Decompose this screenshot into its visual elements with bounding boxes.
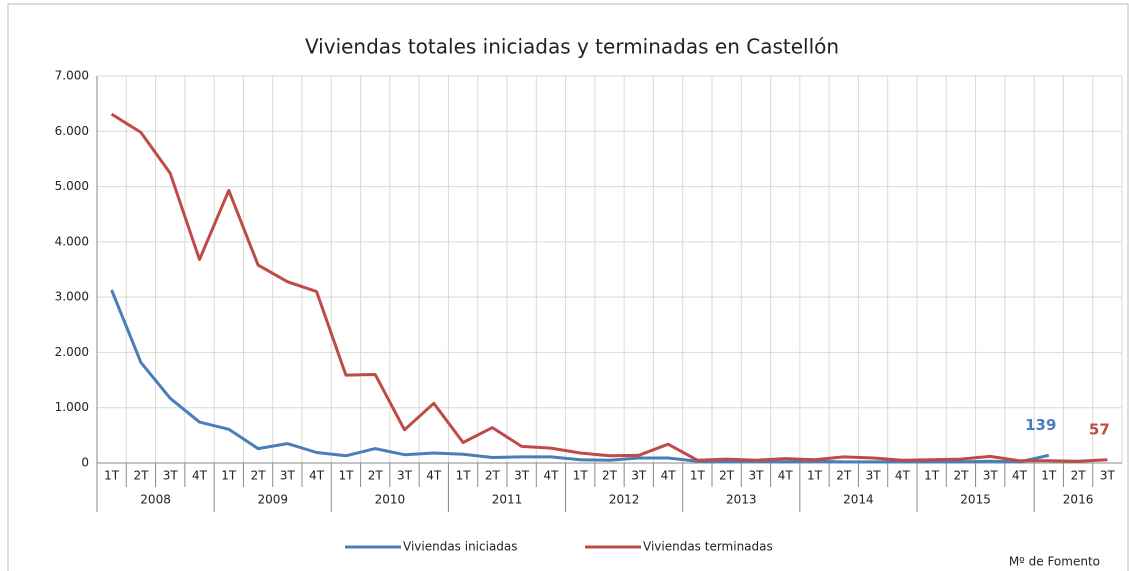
y-tick-label: 3.000 [55,290,89,304]
y-tick-label: 1.000 [55,400,89,414]
x-tick-label: 3T [866,469,882,483]
x-tick-label: 2T [133,469,149,483]
x-tick-label: 3T [163,469,179,483]
x-group-label: 2010 [375,493,406,507]
chart-title: Viviendas totales iniciadas y terminadas… [305,35,839,59]
x-group-label: 2013 [726,493,757,507]
x-group-label: 2015 [960,493,991,507]
x-tick-label: 4T [309,469,325,483]
x-tick-label: 4T [1012,469,1028,483]
series-line [110,289,1050,464]
x-group-label: 2011 [492,493,523,507]
y-tick-label: 7.000 [55,69,89,83]
x-tick-label: 2T [602,469,618,483]
x-group-label: 2014 [843,493,874,507]
y-tick-label: 0 [81,456,89,470]
x-group-label: 2016 [1063,493,1094,507]
legend-label: Viviendas iniciadas [403,540,518,554]
x-tick-label: 2T [485,469,501,483]
x-tick-label: 3T [1100,469,1116,483]
y-tick-label: 6.000 [55,124,89,138]
x-tick-label: 1T [924,469,940,483]
x-tick-label: 1T [456,469,472,483]
x-group-label: 2008 [140,493,171,507]
x-tick-label: 3T [514,469,530,483]
data-label: 57 [1089,420,1110,438]
x-tick-label: 2T [953,469,969,483]
x-tick-label: 1T [807,469,823,483]
series-line [110,112,1108,463]
x-tick-label: 3T [397,469,413,483]
x-tick-label: 2T [719,469,735,483]
x-tick-label: 3T [280,469,296,483]
x-tick-label: 1T [221,469,237,483]
x-group-label: 2009 [257,493,288,507]
y-tick-label: 5.000 [55,179,89,193]
legend-label: Viviendas terminadas [643,540,773,554]
x-tick-label: 3T [748,469,764,483]
y-tick-label: 2.000 [55,345,89,359]
data-label: 139 [1025,416,1056,434]
x-tick-label: 4T [543,469,559,483]
x-tick-label: 1T [1041,469,1057,483]
x-tick-label: 4T [661,469,677,483]
source: Mº de Fomento [1009,555,1100,569]
x-tick-label: 4T [426,469,442,483]
y-tick-label: 4.000 [55,234,89,248]
x-tick-label: 1T [104,469,120,483]
x-tick-label: 4T [895,469,911,483]
x-tick-label: 3T [631,469,647,483]
chart-border [7,3,1129,571]
x-tick-label: 2T [1071,469,1087,483]
x-tick-label: 2T [836,469,852,483]
x-tick-label: 1T [573,469,589,483]
x-tick-label: 2T [368,469,384,483]
x-tick-label: 3T [983,469,999,483]
x-tick-label: 1T [690,469,706,483]
x-tick-label: 1T [338,469,354,483]
x-tick-label: 4T [192,469,208,483]
x-tick-label: 2T [251,469,267,483]
x-group-label: 2012 [609,493,640,507]
x-tick-label: 4T [778,469,794,483]
